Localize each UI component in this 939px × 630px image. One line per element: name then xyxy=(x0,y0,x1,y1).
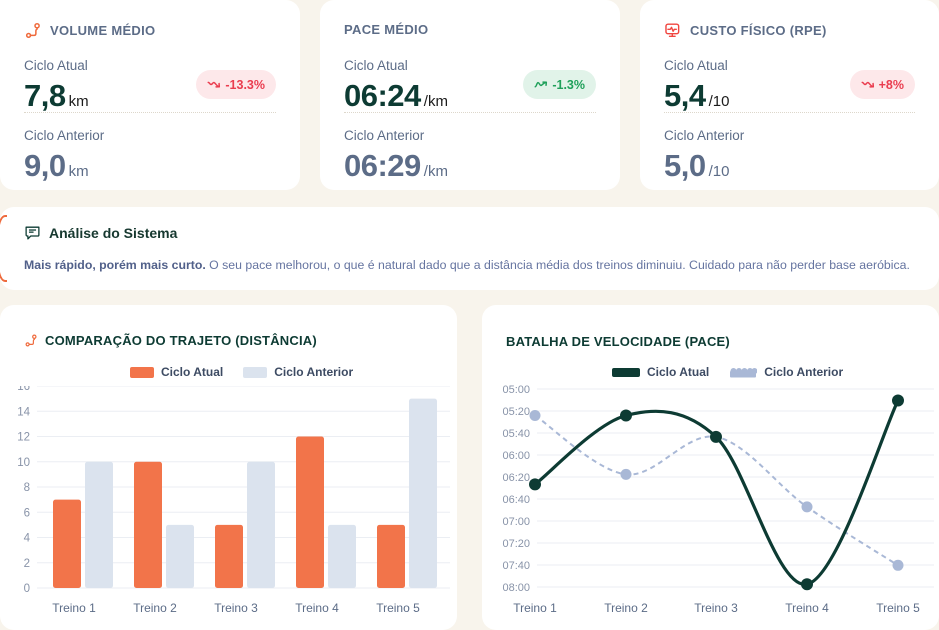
svg-text:05:00: 05:00 xyxy=(502,384,530,396)
svg-text:2: 2 xyxy=(24,558,30,570)
svg-text:05:40: 05:40 xyxy=(502,428,530,440)
svg-text:10: 10 xyxy=(17,457,30,469)
svg-text:07:00: 07:00 xyxy=(502,516,530,528)
svg-text:12: 12 xyxy=(17,432,30,444)
svg-text:4: 4 xyxy=(24,533,31,545)
svg-text:06:40: 06:40 xyxy=(502,494,530,506)
svg-text:07:40: 07:40 xyxy=(502,560,530,572)
svg-text:06:20: 06:20 xyxy=(502,472,530,484)
svg-text:6: 6 xyxy=(24,507,30,519)
svg-text:05:20: 05:20 xyxy=(502,406,530,418)
svg-text:08:00: 08:00 xyxy=(502,582,530,594)
svg-text:0: 0 xyxy=(24,583,30,595)
svg-text:07:20: 07:20 xyxy=(502,538,530,550)
svg-text:16: 16 xyxy=(17,386,30,393)
svg-text:06:00: 06:00 xyxy=(502,450,530,462)
svg-text:8: 8 xyxy=(24,482,30,494)
svg-text:14: 14 xyxy=(17,406,30,418)
